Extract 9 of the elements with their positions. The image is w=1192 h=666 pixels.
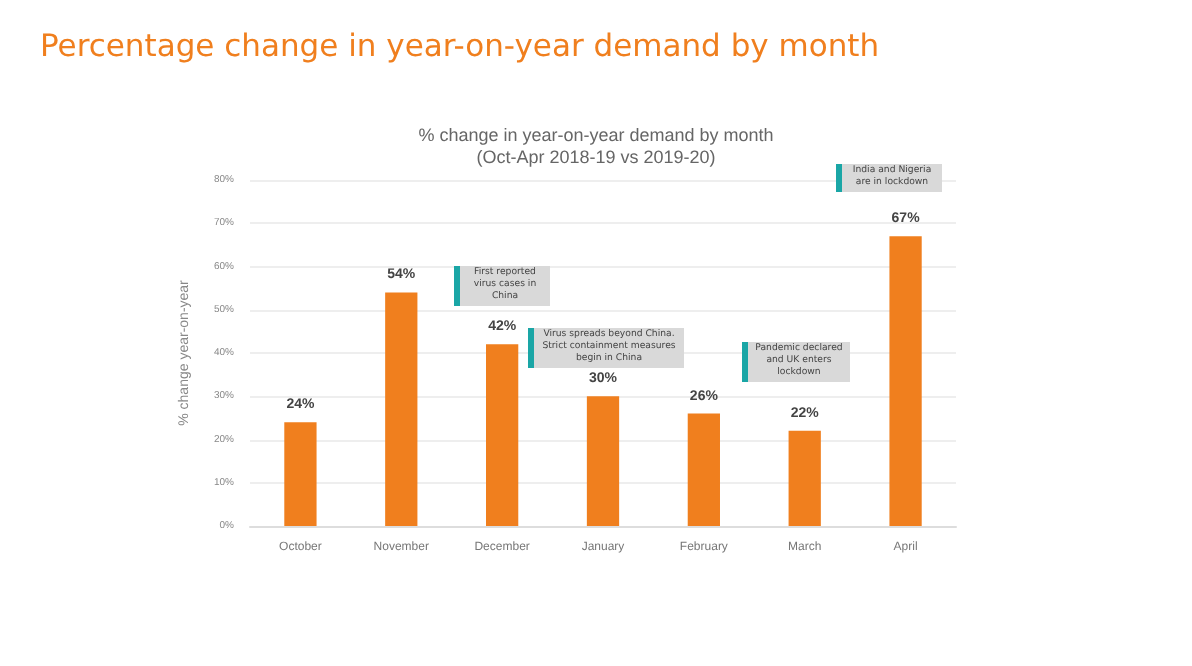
- bar: [284, 422, 317, 526]
- bar: [687, 413, 720, 526]
- bar: [486, 344, 519, 526]
- chart-subtitle: % change in year-on-year demand by month (Oct-Apr 2018-19 vs 2019-20): [418, 125, 774, 167]
- bar: [586, 396, 620, 526]
- bar: [889, 236, 922, 526]
- chart-title: Percentage change in year-on-year demand by month: [40, 28, 880, 64]
- bar: [788, 430, 821, 526]
- bar: [385, 292, 418, 526]
